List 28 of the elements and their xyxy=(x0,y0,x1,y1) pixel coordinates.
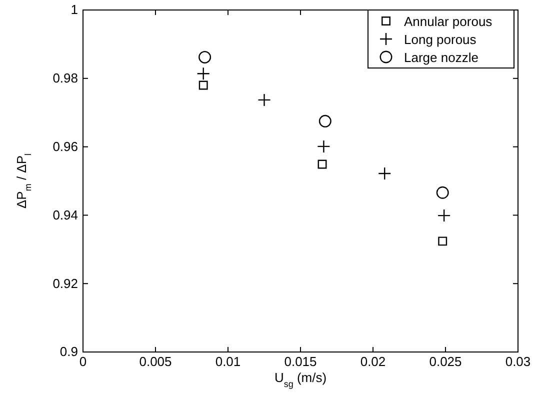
point xyxy=(318,114,332,128)
point xyxy=(198,50,212,64)
point xyxy=(258,93,271,107)
point xyxy=(196,67,210,80)
point xyxy=(198,80,208,90)
y-tick-label: 0.96 xyxy=(52,138,78,154)
y-tick-label: 1 xyxy=(70,2,78,18)
point xyxy=(436,186,449,199)
x-tick-label: 0.02 xyxy=(360,354,386,370)
x-tick-label: 0.01 xyxy=(215,354,241,370)
point xyxy=(318,160,327,169)
point xyxy=(317,140,330,154)
legend-label: Large nozzle xyxy=(404,50,478,65)
point xyxy=(437,208,451,222)
y-tick-label: 0.94 xyxy=(52,207,78,222)
y-tick-label: 0.98 xyxy=(52,70,78,86)
point xyxy=(438,236,448,246)
x-tick-label: 0.015 xyxy=(284,354,317,370)
x-axis-title: U$_{sg}$ (m/s) xyxy=(274,370,327,389)
x-tick-label: 0.025 xyxy=(429,354,462,370)
legend-label: Annular porous xyxy=(404,14,493,29)
y-tick-label: 0.92 xyxy=(52,276,78,291)
y-tick-label: 0.9 xyxy=(60,344,78,360)
x-tick-label: 0.03 xyxy=(505,354,531,370)
x-tick-label: 0 xyxy=(79,354,87,370)
x-tick-label: 0.005 xyxy=(139,354,172,370)
legend-label: Long porous xyxy=(404,32,477,47)
point xyxy=(378,166,392,180)
